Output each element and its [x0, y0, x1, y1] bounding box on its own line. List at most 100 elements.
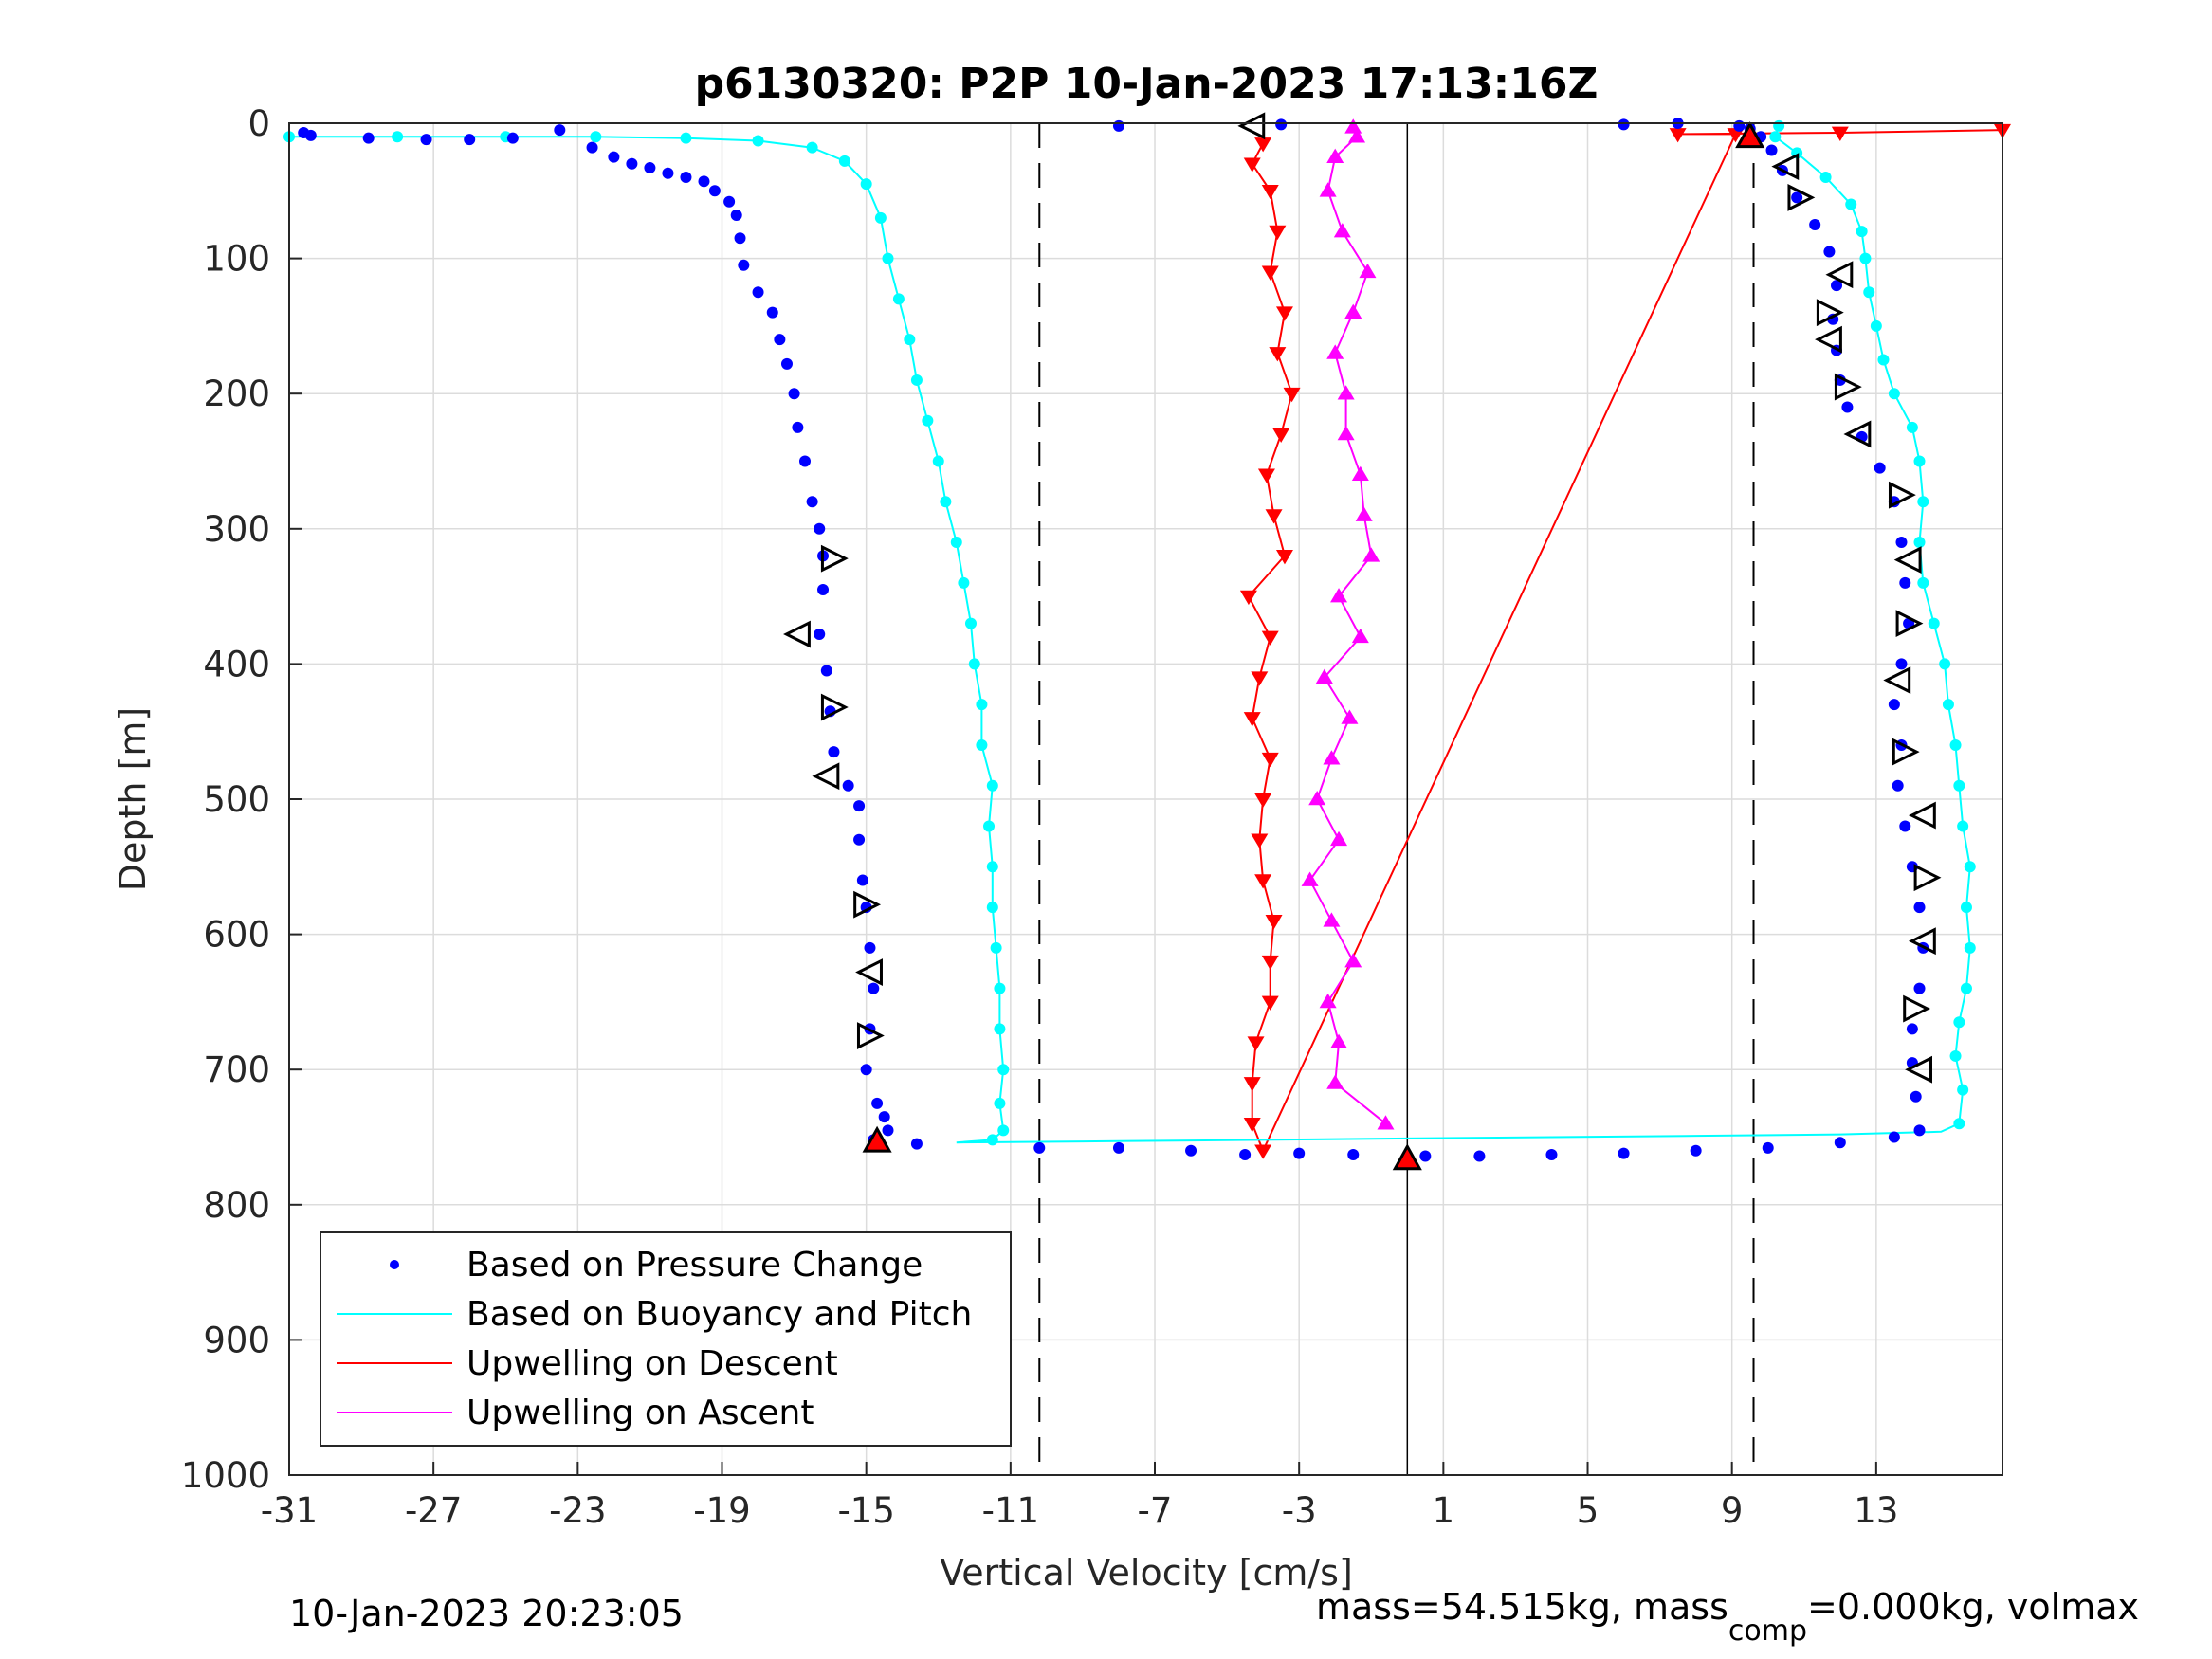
- buoyancy-point: [986, 779, 998, 792]
- buoyancy-point: [983, 820, 996, 832]
- direction-marker: [1892, 738, 1920, 766]
- pressure-point: [1892, 779, 1904, 792]
- buoyancy-point: [874, 211, 887, 224]
- buoyancy-point: [1953, 779, 1965, 792]
- direction-marker: [1815, 325, 1842, 354]
- legend-swatch-pressure: [390, 1260, 399, 1269]
- x-tick-label: -11: [982, 1490, 1039, 1531]
- upwelling-ascent-point: [1333, 223, 1351, 238]
- upwelling-descent-point: [1243, 1077, 1261, 1092]
- buoyancy-point: [860, 178, 872, 191]
- legend: Based on Pressure Change Based on Buoyan…: [320, 1231, 1012, 1447]
- footer-mass-prefix: mass=54.515kg, mass: [1316, 1586, 1728, 1628]
- pressure-point: [853, 800, 866, 812]
- buoyancy-point: [892, 293, 905, 305]
- pressure-point: [820, 665, 832, 677]
- upwelling-descent-point: [1283, 387, 1301, 403]
- pressure-point: [1831, 280, 1843, 292]
- pressure-point: [708, 185, 721, 197]
- pressure-point: [1762, 1141, 1774, 1154]
- upwelling-descent-point: [1243, 712, 1261, 727]
- upwelling-ascent-point: [1319, 993, 1337, 1009]
- direction-marker: [812, 762, 840, 791]
- y-axis-label: Depth [m]: [112, 707, 154, 892]
- direction-marker: [853, 890, 882, 919]
- buoyancy-point: [964, 617, 977, 629]
- turn-marker: [1735, 121, 1765, 149]
- pressure-point: [766, 306, 778, 319]
- pressure-point: [806, 496, 818, 508]
- x-tick-label: -23: [549, 1490, 606, 1531]
- legend-label-buoyancy: Based on Buoyancy and Pitch: [466, 1295, 972, 1334]
- reference-lines: [1038, 123, 1755, 1475]
- buoyancy-point: [1964, 861, 1976, 873]
- pressure-point: [644, 162, 656, 174]
- upwelling-descent-point: [1269, 225, 1287, 241]
- y-tick-label: 100: [203, 239, 270, 280]
- direction-marker: [1834, 373, 1862, 401]
- pressure-point: [792, 421, 804, 433]
- buoyancy-point: [1845, 198, 1857, 210]
- upwelling-descent-point: [1254, 137, 1272, 153]
- legend-label-upwelling-ascent: Upwelling on Ascent: [466, 1394, 814, 1432]
- upwelling-ascent-point: [1337, 425, 1355, 441]
- pressure-point: [1293, 1147, 1306, 1159]
- buoyancy-point: [1953, 1118, 1965, 1130]
- pressure-point: [1895, 658, 1908, 670]
- pressure-point: [1913, 982, 1926, 994]
- y-tick-label: 800: [203, 1185, 270, 1226]
- buoyancy-point: [392, 131, 404, 143]
- y-tick-label: 1000: [181, 1455, 270, 1496]
- pressure-point: [304, 129, 317, 141]
- buoyancy-point: [1870, 319, 1882, 332]
- buoyancy-point: [1877, 354, 1890, 366]
- upwelling-descent-point: [1727, 128, 1745, 143]
- buoyancy-point: [1949, 738, 1962, 751]
- buoyancy-point: [1769, 131, 1782, 143]
- pressure-point: [1545, 1149, 1558, 1161]
- upwelling-descent-point: [1265, 915, 1283, 930]
- x-tick-label: 9: [1721, 1490, 1744, 1531]
- upwelling-descent-point: [1269, 347, 1287, 362]
- pressure-point: [1895, 537, 1908, 549]
- upwelling-descent-point: [1247, 1036, 1265, 1051]
- upwelling-ascent-point: [1377, 1115, 1395, 1130]
- upwelling-descent-point: [1261, 630, 1279, 646]
- y-tick-label: 900: [203, 1320, 270, 1360]
- y-tick-labels: 0 100 200 300 400 500 600 700 800 900 1000: [181, 103, 302, 1496]
- direction-marker: [1843, 420, 1872, 448]
- pressure-point: [626, 157, 638, 170]
- pressure-point: [1239, 1149, 1252, 1161]
- upwelling-ascent-point: [1323, 750, 1341, 765]
- pressure-point: [752, 286, 764, 299]
- turn-marker: [1392, 1143, 1422, 1171]
- upwelling-ascent-point: [1344, 118, 1362, 134]
- upwelling-ascent-point: [1362, 547, 1380, 562]
- direction-marker: [1908, 801, 1936, 830]
- upwelling-ascent-point: [1326, 148, 1344, 163]
- upwelling-descent-point: [1261, 995, 1279, 1011]
- buoyancy-point: [680, 132, 692, 144]
- buoyancy-point: [976, 738, 988, 751]
- direction-marker: [820, 693, 849, 721]
- pressure-point: [586, 141, 598, 154]
- pressure-point: [871, 1097, 884, 1109]
- pressure-point: [730, 209, 742, 221]
- upwelling-descent-point: [1261, 185, 1279, 200]
- direction-marker: [1787, 184, 1816, 211]
- upwelling-ascent-point: [1344, 303, 1362, 319]
- buoyancy-point: [1819, 172, 1832, 184]
- buoyancy-point: [806, 141, 818, 154]
- upwelling-ascent-point: [1341, 709, 1359, 724]
- pressure-point: [814, 522, 826, 535]
- buoyancy-point: [1957, 820, 1969, 832]
- buoyancy-point: [910, 374, 923, 386]
- pressure-point: [1823, 246, 1836, 258]
- pressure-point: [1033, 1141, 1046, 1154]
- pressure-point: [1419, 1150, 1432, 1162]
- upwelling-ascent-point: [1326, 1074, 1344, 1089]
- upwelling-ascent-point: [1323, 912, 1341, 927]
- direction-marker: [855, 958, 883, 986]
- footer-timestamp: 10-Jan-2023 20:23:05: [289, 1593, 684, 1634]
